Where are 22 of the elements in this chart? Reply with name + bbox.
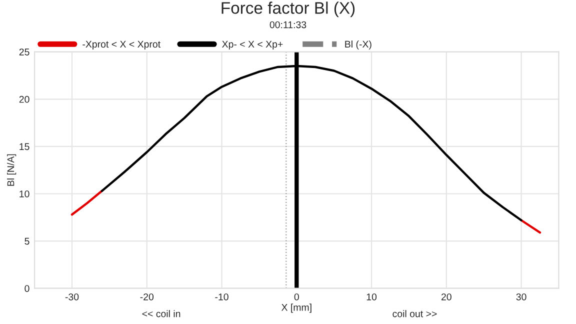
legend-label: -Xprot < X < Xprot: [82, 40, 160, 50]
x-tick-label: -20: [140, 293, 154, 300]
y-tick-label: 20: [19, 96, 30, 103]
legend-label: Bl (-X): [345, 40, 372, 50]
x-tick-label: -30: [65, 293, 79, 300]
y-axis-title: Bl [N/A]: [7, 154, 16, 186]
x-tick-label: 0: [294, 293, 299, 300]
y-tick-label: 5: [24, 238, 30, 245]
y-tick-label: 0: [24, 285, 30, 292]
y-tick-label: 15: [20, 143, 30, 150]
chart-subtitle: 00:11:33: [270, 21, 306, 28]
y-tick-label: 25: [19, 48, 30, 56]
legend-label: Xp- < X < Xp+: [222, 40, 283, 50]
y-tick-label: 10: [20, 190, 30, 198]
x-tick-label: 10: [366, 293, 377, 300]
chart-title: Force factor Bl (X): [222, 2, 355, 18]
x-tick-label: -10: [215, 293, 228, 300]
text: << coil in: [142, 310, 180, 318]
text: coil out >>: [392, 310, 437, 318]
x-tick-label: 30: [516, 293, 526, 300]
x-tick-label: 20: [441, 293, 452, 300]
x-axis-title: X [mm]: [281, 304, 312, 313]
